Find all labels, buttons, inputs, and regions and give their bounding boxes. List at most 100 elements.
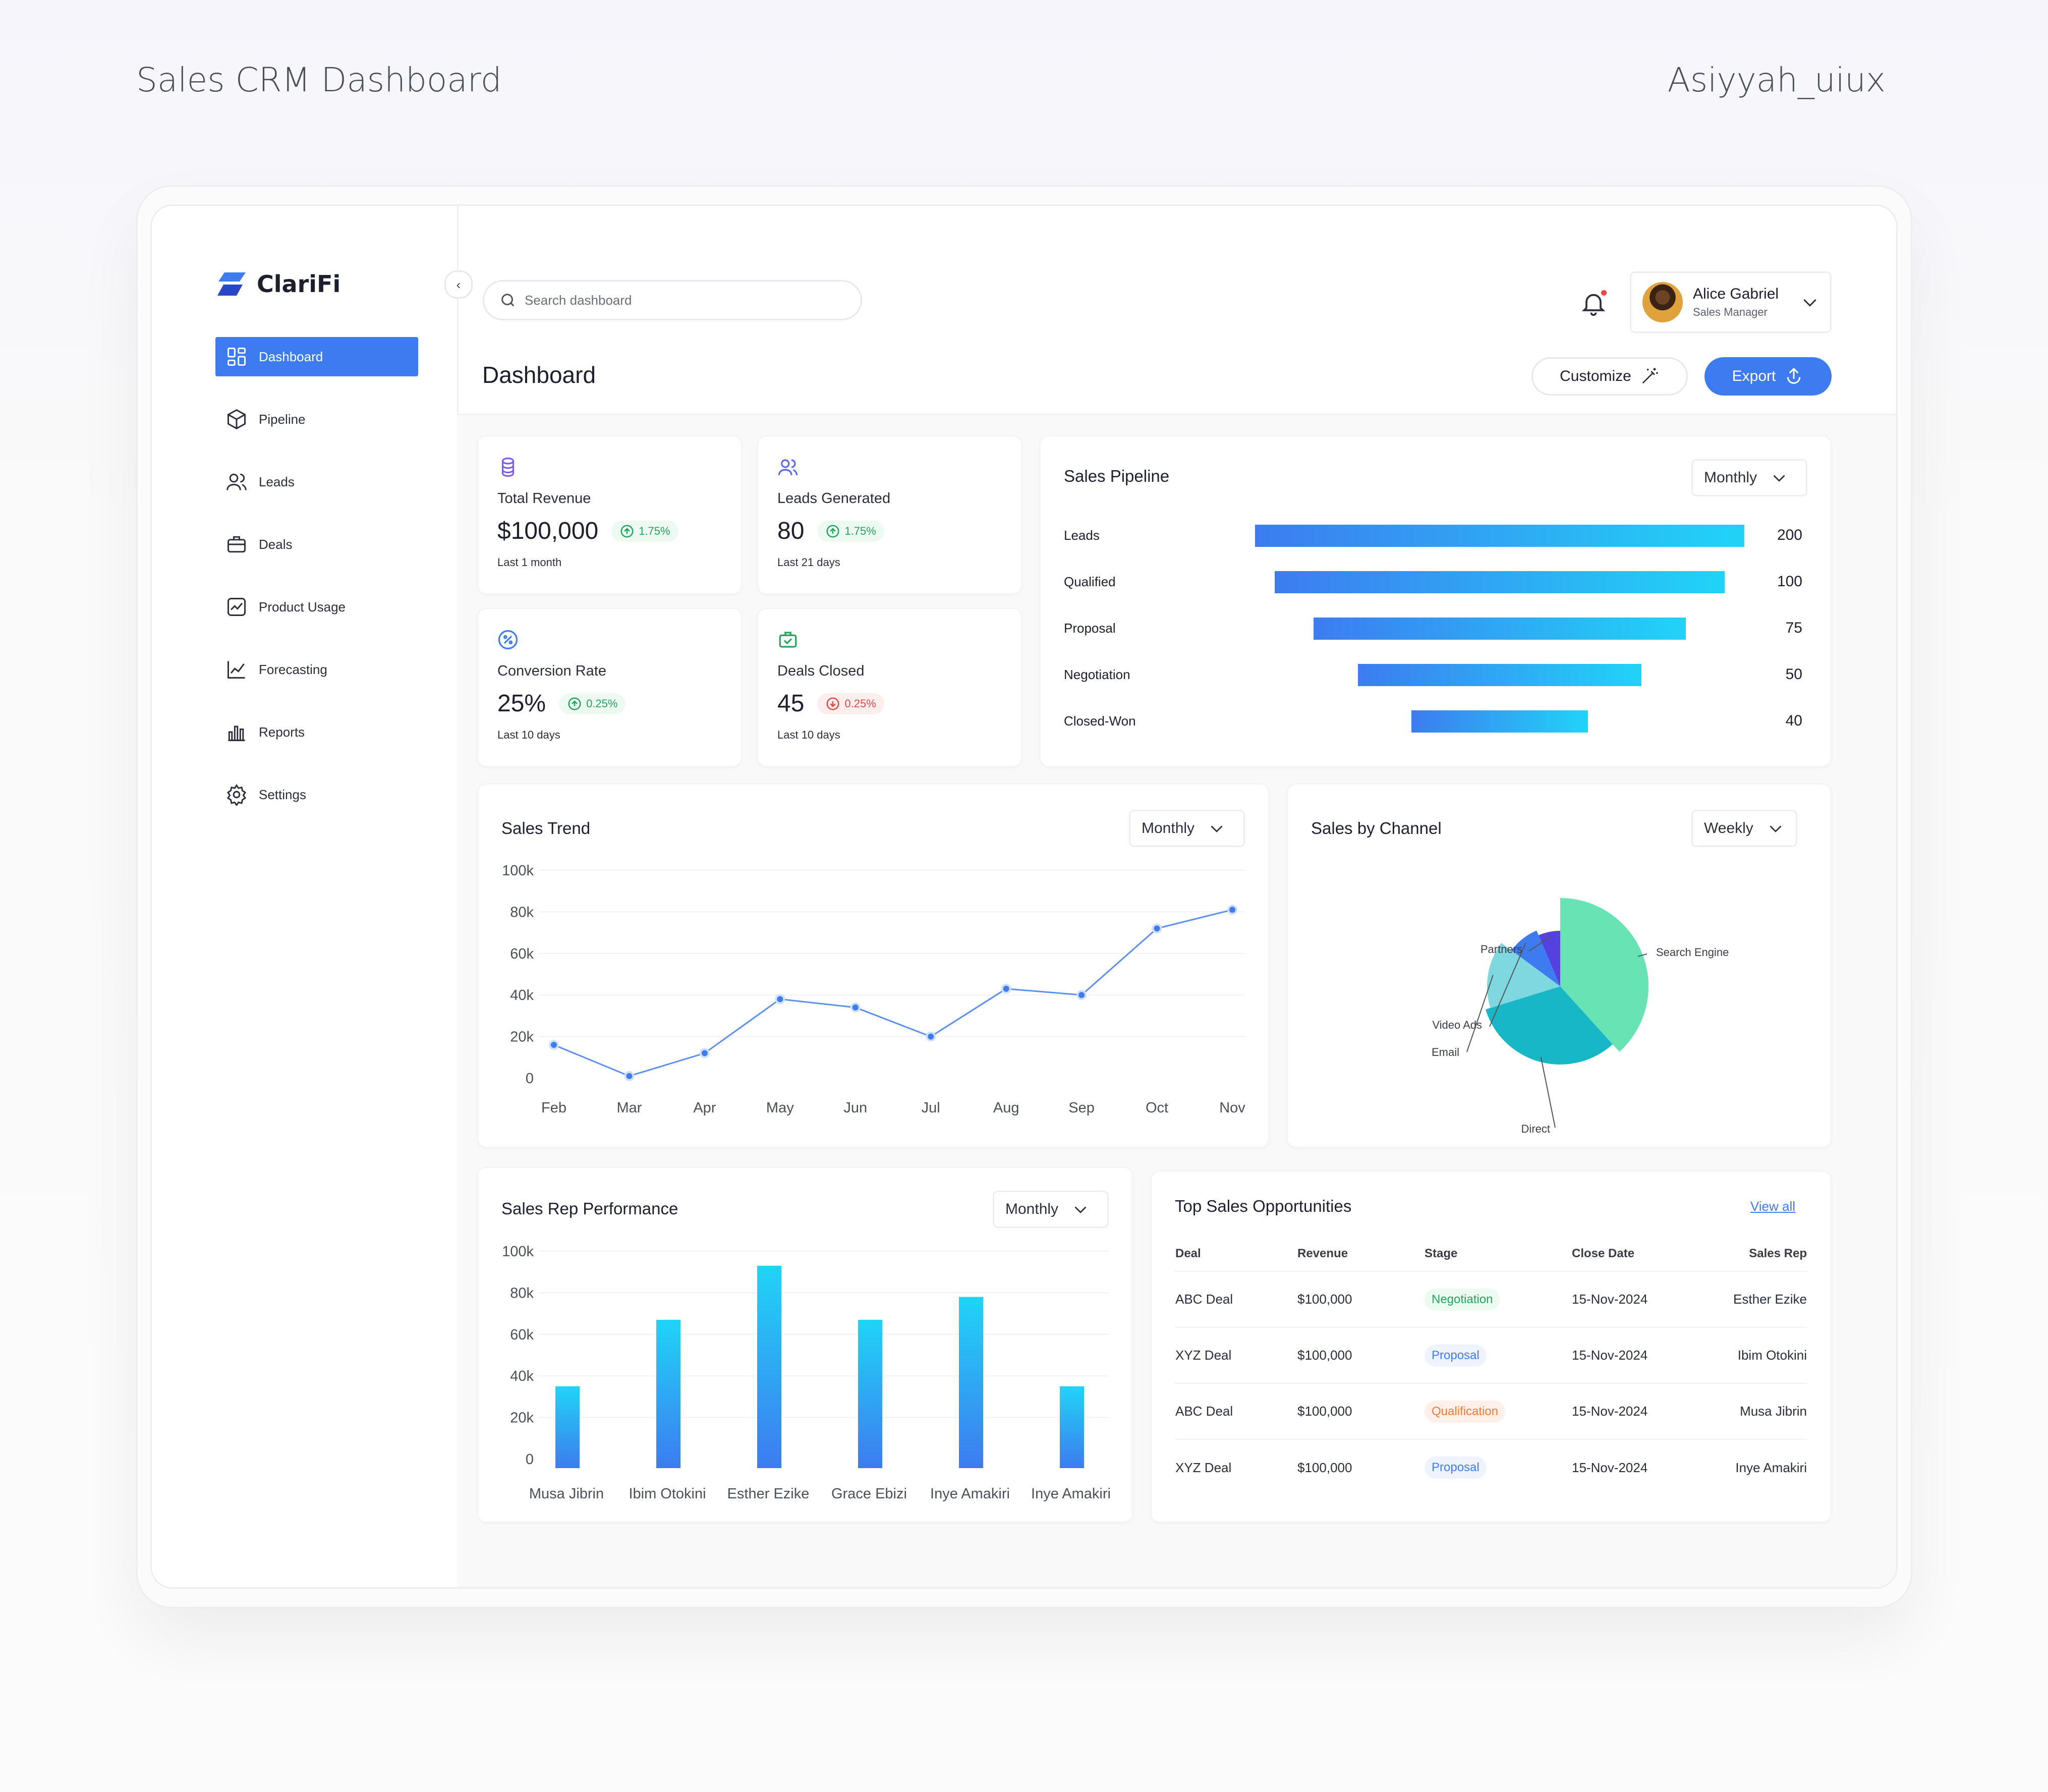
- sidebar-nav: Dashboard Pipeline Leads Deals Product U…: [215, 337, 418, 837]
- data-point[interactable]: [775, 994, 785, 1004]
- sidebar-item-pipeline[interactable]: Pipeline: [215, 400, 418, 439]
- cell-deal: XYZ Deal: [1175, 1327, 1297, 1383]
- y-tick-label: 80k: [510, 904, 534, 920]
- logo[interactable]: ClariFi: [217, 270, 340, 298]
- pie-leader-line: [1540, 1056, 1556, 1128]
- sidebar-item-deals[interactable]: Deals: [215, 525, 418, 564]
- data-point[interactable]: [1001, 983, 1011, 994]
- chevron-down-icon: [1803, 299, 1816, 307]
- column-header[interactable]: Sales Rep: [1749, 1246, 1807, 1260]
- change-value: 1.75%: [844, 524, 876, 537]
- pie-slice[interactable]: [1487, 942, 1560, 1008]
- cell-date: 15-Nov-2024: [1571, 1439, 1729, 1495]
- pipeline-stage-bar[interactable]: [1358, 664, 1641, 686]
- sales-trend-period-select[interactable]: Monthly: [1129, 810, 1245, 847]
- data-point[interactable]: [850, 1002, 861, 1013]
- sidebar-item-forecasting[interactable]: Forecasting: [215, 650, 418, 689]
- chevron-down-icon: [1074, 1206, 1087, 1213]
- cell-rep: Musa Jibrin: [1729, 1383, 1807, 1439]
- users-icon: [778, 459, 798, 475]
- bar[interactable]: [858, 1319, 882, 1468]
- avatar: [1642, 282, 1683, 322]
- y-tick-label: 40k: [510, 1368, 534, 1384]
- sales-pipeline-title: Sales Pipeline: [1064, 467, 1170, 485]
- bell-icon[interactable]: [1579, 289, 1608, 317]
- data-point[interactable]: [1152, 923, 1162, 934]
- column-header[interactable]: Close Date: [1572, 1246, 1635, 1260]
- cell-text: XYZ Deal: [1175, 1460, 1232, 1475]
- table-row[interactable]: XYZ Deal $100,000 Proposal 15-Nov-2024 Ibim …: [1175, 1327, 1807, 1383]
- view-all-link[interactable]: View all: [1750, 1198, 1795, 1214]
- user-name: Alice Gabriel: [1693, 286, 1779, 302]
- cell-text: $100,000: [1297, 1460, 1352, 1475]
- sidebar-collapse-button[interactable]: ‹: [444, 270, 473, 299]
- x-tick-label: Inye Amakiri: [930, 1486, 1010, 1502]
- bar[interactable]: [1060, 1386, 1084, 1468]
- data-point[interactable]: [549, 1040, 559, 1050]
- customize-button[interactable]: Customize: [1531, 357, 1688, 396]
- column-header[interactable]: Stage: [1425, 1246, 1458, 1260]
- opportunities-table: Deal Revenue Stage Close Date Sales Rep …: [1175, 1236, 1807, 1495]
- table-row[interactable]: XYZ Deal $100,000 Proposal 15-Nov-2024 Inye …: [1175, 1439, 1807, 1495]
- data-point[interactable]: [699, 1048, 710, 1058]
- sales-rep-performance-chart: 0 20k 40k 60k 80k 100k Musa Jibrin Ibim Otokini…: [502, 1244, 1111, 1502]
- column-header[interactable]: Revenue: [1297, 1246, 1348, 1260]
- pipeline-stage-bar[interactable]: [1255, 525, 1744, 547]
- table-row[interactable]: ABC Deal $100,000 Negotiation 15-Nov-2024 Es…: [1175, 1271, 1807, 1327]
- cell-text: $100,000: [1297, 1348, 1352, 1363]
- sidebar-item-label: Dashboard: [259, 349, 323, 364]
- sales-trend-title: Sales Trend: [501, 819, 591, 837]
- change-badge: 0.25%: [559, 693, 626, 714]
- pipeline-stage-bar[interactable]: [1275, 571, 1725, 593]
- x-tick-label: Sep: [1068, 1100, 1095, 1116]
- page-title: Dashboard: [482, 362, 596, 388]
- sidebar-item-leads[interactable]: Leads: [215, 462, 418, 501]
- table-row[interactable]: ABC Deal $100,000 Qualification 15-Nov-2024…: [1175, 1383, 1807, 1439]
- select-value: Monthly: [1142, 820, 1195, 836]
- pipeline-stage-bar[interactable]: [1314, 618, 1686, 640]
- sales-rep-period-select[interactable]: Monthly: [993, 1191, 1109, 1228]
- sales-by-channel-period-select[interactable]: Weekly: [1691, 810, 1797, 847]
- briefcase-check-icon: [779, 632, 797, 648]
- pie-slice[interactable]: [1560, 898, 1648, 1052]
- pie-leader-line: [1637, 954, 1647, 957]
- y-tick-label: 60k: [510, 1327, 534, 1343]
- column-header[interactable]: Deal: [1175, 1246, 1201, 1260]
- select-value: Monthly: [1704, 469, 1757, 486]
- bar[interactable]: [959, 1297, 983, 1468]
- user-menu[interactable]: Alice Gabriel Sales Manager: [1630, 271, 1832, 333]
- cell-deal: XYZ Deal: [1175, 1439, 1297, 1495]
- stat-period: Last 21 days: [777, 556, 840, 569]
- y-tick-label: 0: [526, 1451, 534, 1468]
- pie-leader-line: [1466, 975, 1494, 1052]
- bar[interactable]: [555, 1386, 580, 1468]
- pie-slice[interactable]: [1539, 931, 1560, 986]
- pie-leader-line: [1528, 936, 1551, 951]
- bar[interactable]: [656, 1319, 680, 1468]
- sidebar-item-product-usage[interactable]: Product Usage: [215, 587, 418, 627]
- pie-slice-label: Partners: [1481, 943, 1522, 956]
- x-tick-label: Oct: [1146, 1100, 1168, 1116]
- export-button[interactable]: Export: [1704, 357, 1832, 396]
- cell-deal: ABC Deal: [1175, 1383, 1297, 1439]
- sidebar-item-settings[interactable]: Settings: [215, 775, 418, 814]
- data-point[interactable]: [926, 1031, 936, 1042]
- sidebar-item-dashboard[interactable]: Dashboard: [215, 337, 418, 376]
- bar-chart-icon: [228, 725, 245, 741]
- cell-text: Esther Ezike: [1733, 1292, 1807, 1307]
- pipeline-stage-bar[interactable]: [1411, 710, 1588, 733]
- sidebar-item-reports[interactable]: Reports: [215, 712, 418, 752]
- data-point[interactable]: [1076, 990, 1087, 1000]
- pie-slice[interactable]: [1485, 986, 1613, 1065]
- data-point[interactable]: [624, 1071, 635, 1081]
- sales-by-channel-chart: Search Engine Direct Email Video Ads Partner…: [1432, 898, 1729, 1135]
- change-value: 0.25%: [844, 697, 876, 710]
- sales-pipeline-period-select[interactable]: Monthly: [1691, 459, 1807, 496]
- pie-slice[interactable]: [1511, 930, 1560, 986]
- sales-pipeline-card: Sales Pipeline Monthly Leads 200 Qualified…: [1040, 435, 1832, 767]
- data-point[interactable]: [1227, 905, 1237, 915]
- bar[interactable]: [757, 1265, 781, 1468]
- search-bar[interactable]: Search dashboard: [483, 280, 862, 320]
- cell-text: XYZ Deal: [1175, 1348, 1232, 1363]
- search-input[interactable]: Search dashboard: [525, 292, 632, 308]
